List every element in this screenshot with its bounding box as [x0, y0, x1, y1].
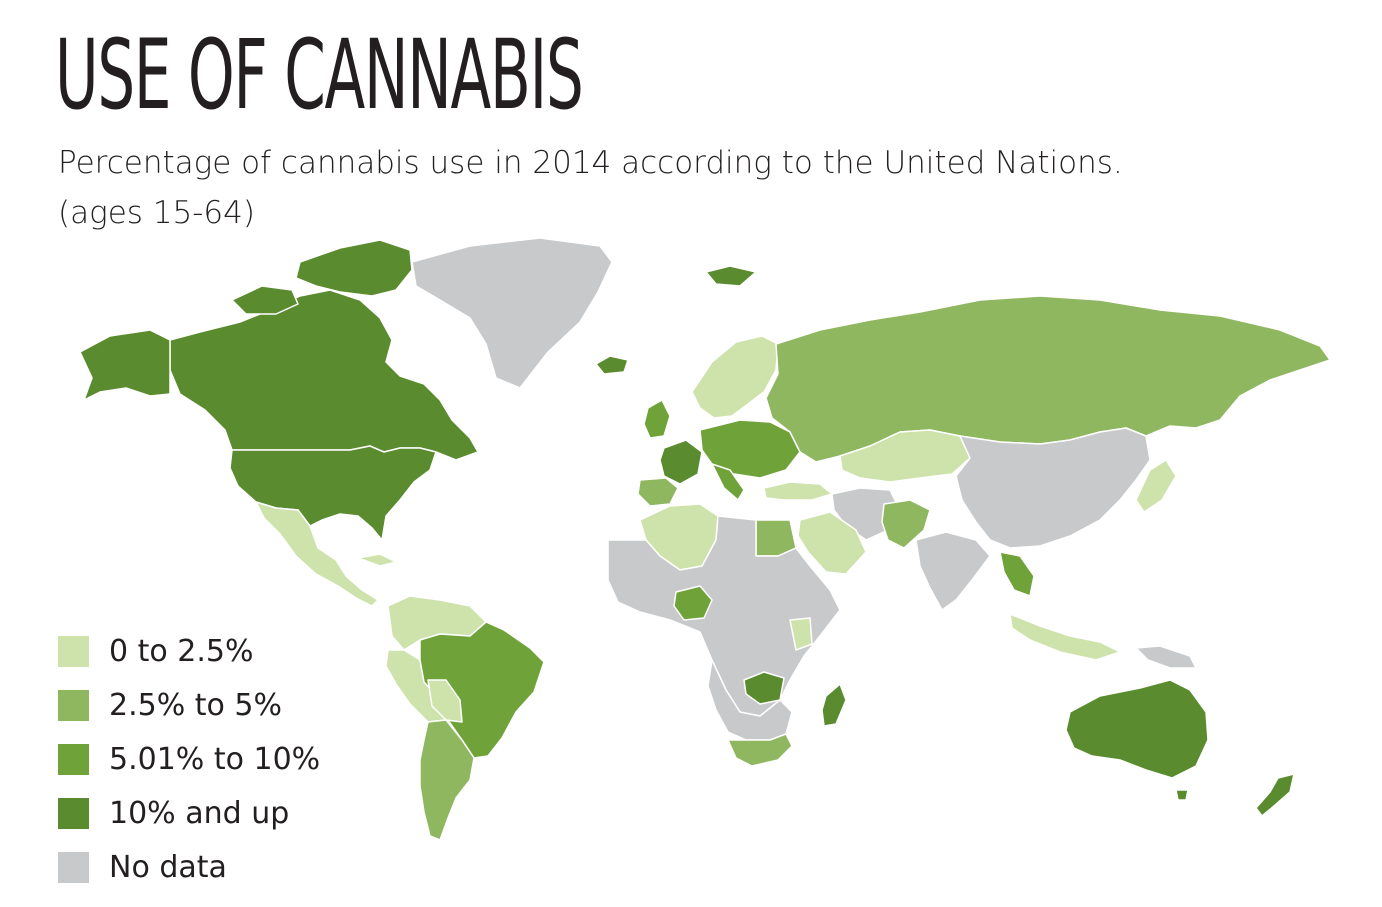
region-svalbard [705, 265, 757, 287]
region-china [955, 427, 1151, 549]
legend-swatch [58, 689, 89, 721]
region-turkey [763, 481, 833, 501]
region-central-europe [699, 419, 801, 479]
legend-item: 2.5% to 5% [58, 678, 320, 732]
region-iceland [595, 355, 629, 375]
legend-label: 2.5% to 5% [109, 687, 282, 723]
region-new-zealand [1255, 773, 1295, 817]
region-uk [643, 399, 671, 439]
region-japan [1135, 459, 1177, 513]
legend-item: 10% and up [58, 786, 320, 840]
region-russia [765, 295, 1331, 463]
legend: 0 to 2.5% 2.5% to 5% 5.01% to 10% 10% and u… [58, 624, 320, 894]
legend-item: No data [58, 840, 320, 894]
region-italy [711, 463, 745, 501]
region-usa [229, 445, 437, 541]
legend-label: No data [109, 849, 227, 885]
legend-swatch [58, 797, 89, 829]
region-afghanistan [881, 499, 931, 549]
region-bolivia [427, 679, 463, 723]
region-canada-islands [295, 239, 413, 297]
region-saudi [797, 511, 867, 575]
region-png [1135, 645, 1197, 669]
region-australia [1065, 679, 1209, 779]
region-greenland [411, 237, 613, 389]
region-madagascar [821, 683, 847, 727]
region-caribbean [357, 553, 397, 567]
region-tasmania [1175, 789, 1189, 801]
region-argentina [419, 719, 475, 841]
legend-label: 5.01% to 10% [109, 741, 321, 777]
region-alaska [79, 329, 171, 401]
region-france [659, 439, 703, 485]
region-south-africa [727, 733, 793, 767]
legend-swatch [58, 635, 89, 667]
legend-item: 5.01% to 10% [58, 732, 320, 786]
region-scandinavia [691, 335, 779, 419]
legend-label: 10% and up [109, 795, 290, 831]
map-subtitle: Percentage of cannabis use in 2014 accor… [58, 138, 1123, 238]
region-southeast-asia [999, 551, 1035, 597]
legend-swatch [58, 743, 89, 775]
region-indonesia [1009, 613, 1121, 661]
legend-item: 0 to 2.5% [58, 624, 320, 678]
legend-label: 0 to 2.5% [109, 633, 254, 669]
region-mexico [255, 501, 379, 607]
region-canada [169, 289, 479, 461]
region-india [915, 531, 991, 611]
legend-swatch [58, 851, 89, 883]
map-title: USE OF CANNABIS [55, 19, 584, 131]
region-iberia [637, 477, 679, 507]
region-kenya [789, 617, 813, 651]
subtitle-line-2: (ages 15-64) [58, 195, 255, 231]
region-nigeria [673, 585, 713, 621]
region-sahel [607, 515, 841, 717]
region-kazakhstan [839, 429, 971, 483]
subtitle-line-1: Percentage of cannabis use in 2014 accor… [58, 145, 1123, 181]
region-canada-islands-2 [231, 285, 299, 315]
